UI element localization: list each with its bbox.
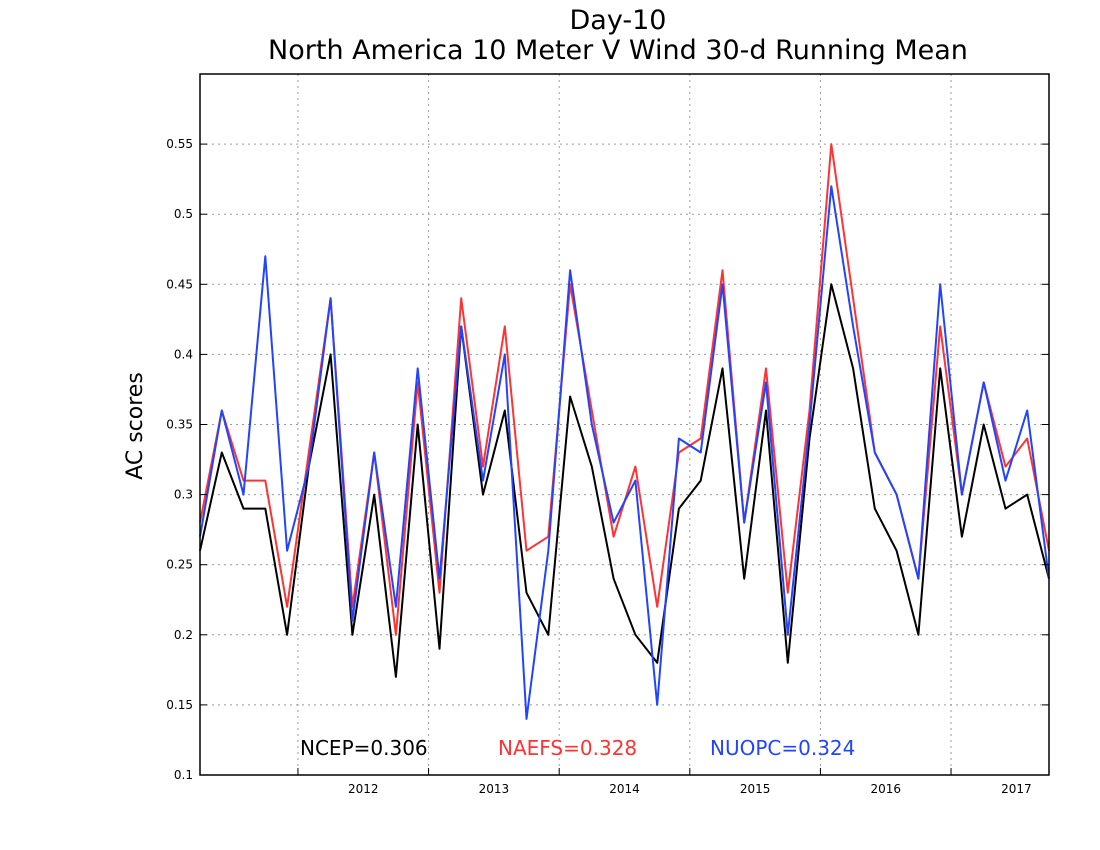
y-tick-label: 0.5: [174, 207, 193, 221]
y-axis-label: AC scores: [123, 372, 148, 480]
series-line-nuopc: [199, 185, 1050, 720]
y-tick-label: 0.35: [166, 418, 193, 432]
series-layer: [199, 143, 1050, 720]
y-tick-label: 0.3: [174, 488, 193, 502]
legend-entry-naefs: NAEFS=0.328: [498, 736, 637, 760]
legend: NCEP=0.306 NAEFS=0.328 NUOPC=0.324: [300, 736, 855, 760]
grid-layer: [200, 74, 1049, 775]
y-tick-label: 0.15: [166, 698, 193, 712]
y-tick-label: 0.2: [174, 628, 193, 642]
plot-frame: [199, 73, 1050, 776]
axis-layer: 0.1 0.15 0.2 0.25 0.3 0.35 0.4 0.45 0.5 0.55 2012 2…: [166, 137, 1049, 796]
x-tick-label: 2016: [870, 782, 901, 796]
series-line-naefs: [199, 143, 1050, 636]
chart-title-line2: North America 10 Meter V Wind 30-d Runni…: [268, 35, 968, 66]
x-tick-label: 2013: [479, 782, 510, 796]
series-line-ncep: [199, 283, 1050, 678]
y-tick-label: 0.4: [174, 347, 193, 361]
legend-entry-ncep: NCEP=0.306: [300, 736, 428, 760]
y-tick-label: 0.45: [166, 277, 193, 291]
y-tick-label: 0.1: [174, 768, 193, 782]
x-tick-label: 2017: [1001, 782, 1032, 796]
legend-entry-nuopc: NUOPC=0.324: [710, 736, 855, 760]
x-tick-label: 2014: [609, 782, 640, 796]
y-tick-label: 0.25: [166, 558, 193, 572]
chart-title-line1: Day-10: [570, 5, 667, 36]
x-tick-label: 2012: [348, 782, 379, 796]
y-tick-label: 0.55: [166, 137, 193, 151]
x-tick-label: 2015: [740, 782, 771, 796]
